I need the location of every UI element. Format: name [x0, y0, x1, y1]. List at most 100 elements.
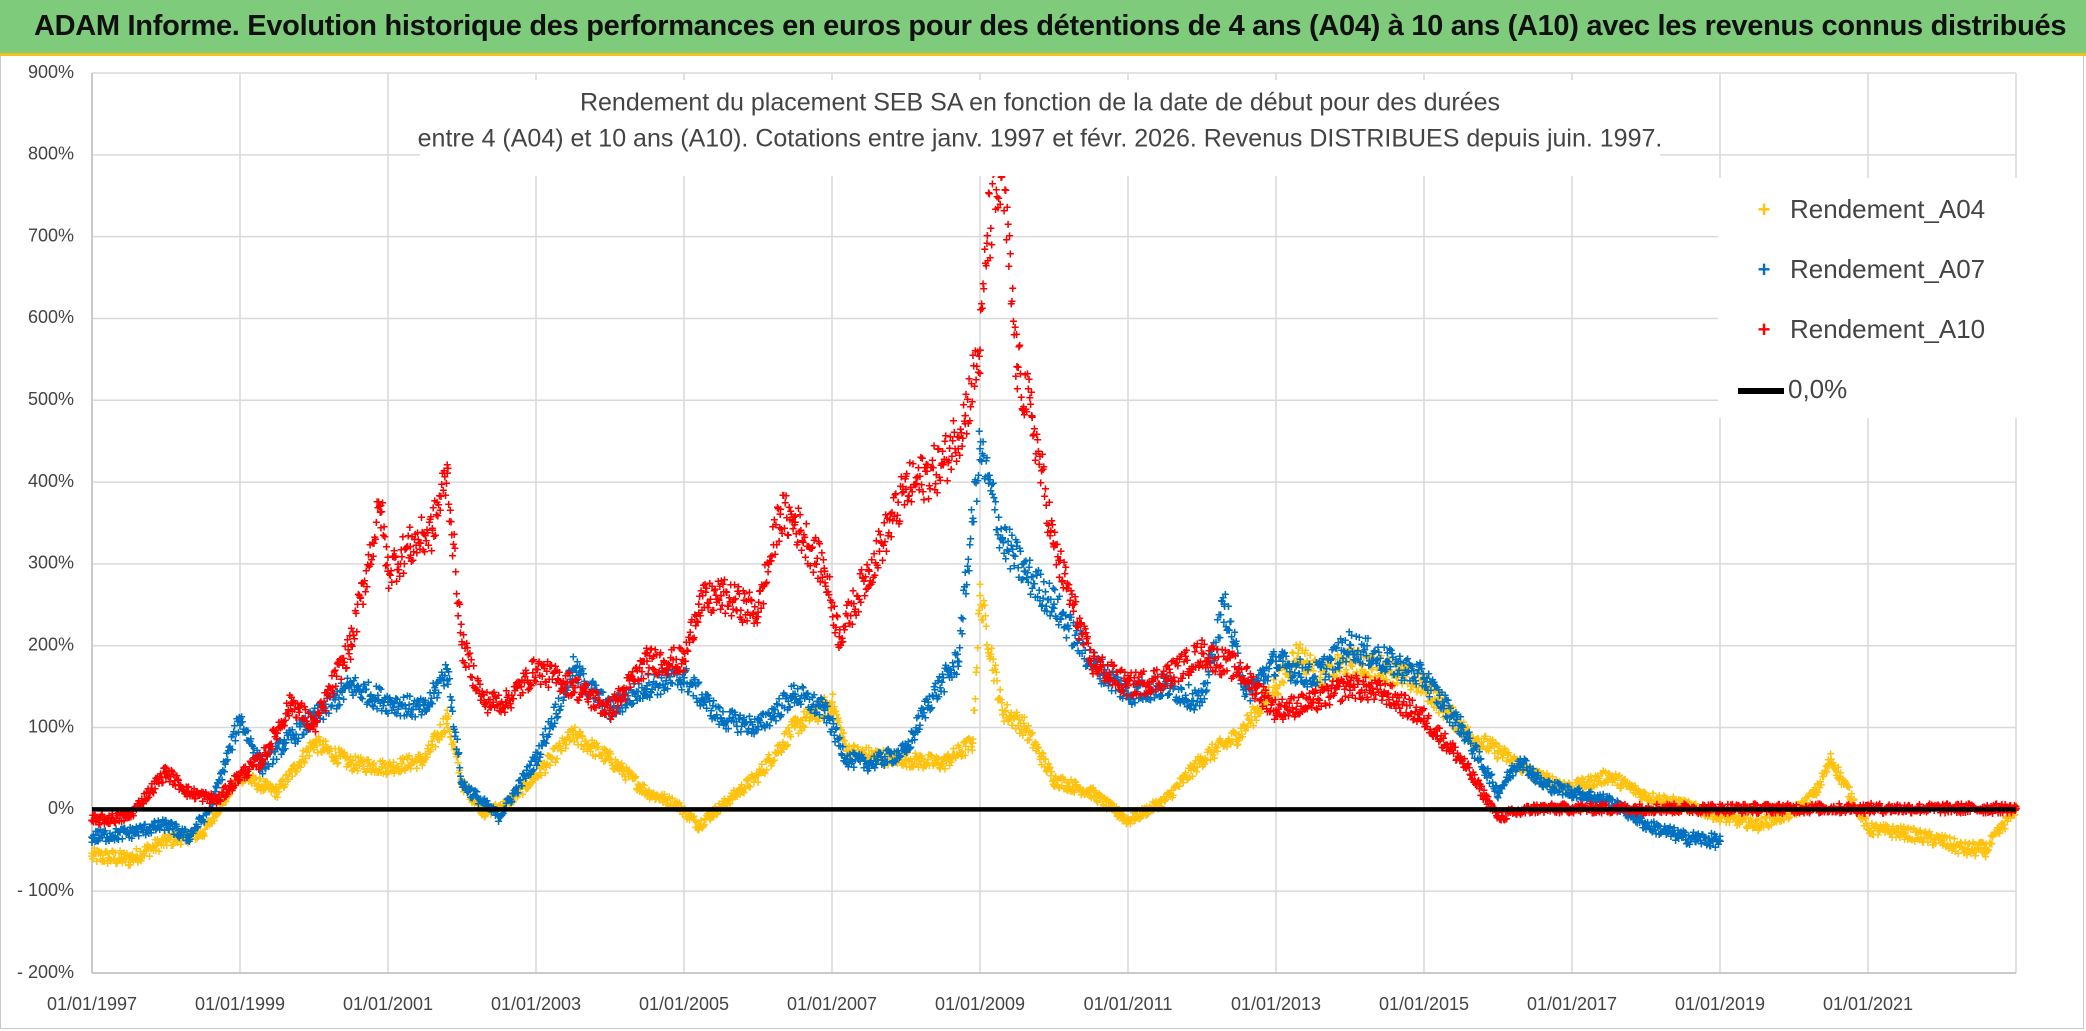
- series-point-a04: +: [208, 815, 216, 831]
- series-point-a04: +: [209, 810, 217, 826]
- series-point-a04: +: [578, 727, 586, 743]
- series-point-a04: +: [935, 757, 943, 773]
- series-point-a04: +: [686, 808, 694, 824]
- data-point-a07: +: [162, 817, 171, 834]
- series-point-a07: +: [940, 684, 948, 700]
- series-point-a04: +: [544, 747, 552, 763]
- series-point-a04: +: [395, 763, 403, 779]
- series-point-a04: +: [784, 736, 792, 752]
- series-point-a04: +: [785, 723, 793, 739]
- series-point-a04: +: [1011, 708, 1019, 724]
- series-point-a04: +: [465, 784, 473, 800]
- series-point-a04: +: [350, 761, 358, 777]
- series-point-a04: +: [135, 851, 143, 867]
- series-point-a04: +: [292, 764, 300, 780]
- series-point-a04: +: [749, 769, 757, 785]
- x-tick-label: 01/01/2017: [1527, 994, 1617, 1014]
- series-point-a04: +: [107, 851, 115, 867]
- data-point-a07: +: [924, 694, 933, 711]
- series-point-a04: +: [347, 749, 355, 765]
- series-point-a04: +: [983, 636, 991, 652]
- series-point-a04: +: [330, 751, 338, 767]
- series-point-a04: +: [661, 791, 669, 807]
- series-point-a04: +: [808, 705, 816, 721]
- series-point-a04: +: [574, 736, 582, 752]
- series-point-a04: +: [219, 797, 227, 813]
- series-point-a04: +: [1023, 732, 1031, 748]
- series-point-a04: +: [132, 849, 140, 865]
- series-point-a04: +: [266, 776, 274, 792]
- series-point-a04: +: [141, 838, 149, 854]
- x-tick-label: 01/01/2011: [1084, 994, 1173, 1014]
- series-point-a04: +: [938, 752, 946, 768]
- series-point-a04: +: [767, 757, 775, 773]
- series-point-a04: +: [783, 738, 791, 754]
- series-point-a04: +: [286, 763, 294, 779]
- series-point-a04: +: [471, 794, 479, 810]
- data-point-a04: +: [1050, 772, 1059, 789]
- series-point-a04: +: [431, 738, 439, 754]
- data-point-a04: +: [1938, 833, 1947, 850]
- x-tick-label: 01/01/2001: [343, 994, 433, 1014]
- series-point-a04: +: [262, 776, 270, 792]
- series-point-a04: +: [192, 831, 200, 847]
- series-point-a04: +: [794, 711, 802, 727]
- series-point-a04: +: [1002, 710, 1010, 726]
- series-point-a04: +: [612, 760, 620, 776]
- series-point-a04: +: [1014, 717, 1022, 733]
- data-point-a04: +: [88, 848, 97, 865]
- series-point-a04: +: [95, 843, 103, 859]
- series-point-a04: +: [554, 741, 562, 757]
- series-point-a04: +: [453, 748, 461, 764]
- series-point-a04: +: [640, 777, 648, 793]
- series-point-a04: +: [970, 702, 978, 718]
- series-point-a04: +: [299, 743, 307, 759]
- series-point-a04: +: [766, 750, 774, 766]
- series-point-a04: +: [172, 833, 180, 849]
- series-point-a04: +: [327, 740, 335, 756]
- series-point-a04: +: [660, 790, 668, 806]
- series-point-a04: +: [639, 783, 647, 799]
- series-point-a04: +: [251, 769, 259, 785]
- series-point-a04: +: [194, 823, 202, 839]
- series-point-a04: +: [834, 710, 842, 726]
- series-point-a04: +: [245, 772, 253, 788]
- series-point-a04: +: [323, 742, 331, 758]
- series-point-a04: +: [93, 853, 101, 869]
- series-point-a04: +: [535, 758, 543, 774]
- series-point-a04: +: [946, 751, 954, 767]
- series-point-a04: +: [171, 827, 179, 843]
- series-point-a04: +: [1037, 748, 1045, 764]
- series-point-a04: +: [673, 793, 681, 809]
- series-point-a04: +: [122, 850, 130, 866]
- series-point-a04: +: [383, 764, 391, 780]
- series-point-a04: +: [170, 832, 178, 848]
- series-point-a04: +: [928, 755, 936, 771]
- series-point-a04: +: [88, 845, 96, 861]
- series-point-a04: +: [797, 712, 805, 728]
- series-point-a04: +: [954, 737, 962, 753]
- series-point-a04: +: [1021, 724, 1029, 740]
- series-point-a04: +: [289, 758, 297, 774]
- series-point-a04: +: [357, 749, 365, 765]
- series-point-a04: +: [773, 745, 781, 761]
- y-tick-label: 300%: [28, 553, 74, 573]
- series-point-a04: +: [399, 749, 407, 765]
- series-point-a04: +: [190, 821, 198, 837]
- data-point-a04: +: [939, 755, 948, 772]
- series-point-a04: +: [591, 748, 599, 764]
- series-point-a04: +: [160, 837, 168, 853]
- series-point-a04: +: [414, 747, 422, 763]
- series-point-a04: +: [894, 744, 902, 760]
- series-point-a04: +: [780, 741, 788, 757]
- series-point-a04: +: [224, 780, 232, 796]
- series-point-a04: +: [706, 810, 714, 826]
- series-point-a04: +: [551, 740, 559, 756]
- series-point-a04: +: [235, 766, 243, 782]
- series-point-a04: +: [605, 750, 613, 766]
- series-point-a04: +: [185, 827, 193, 843]
- series-point-a04: +: [222, 794, 230, 810]
- data-point-a07: +: [1198, 694, 1207, 711]
- series-point-a04: +: [539, 755, 547, 771]
- series-point-a04: +: [819, 693, 827, 709]
